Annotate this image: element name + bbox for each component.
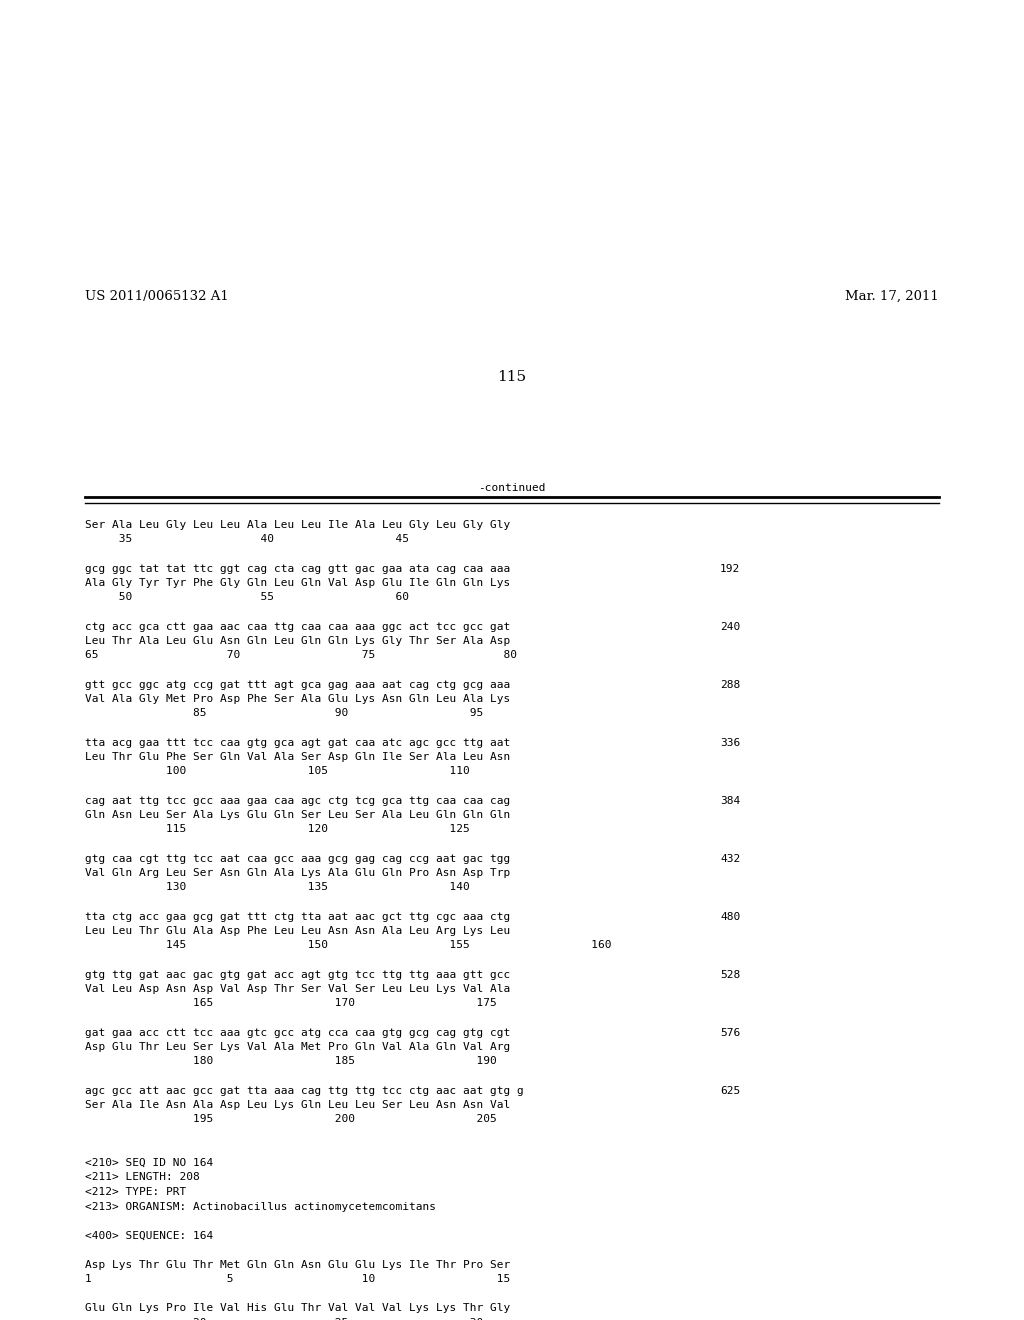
- Text: agc gcc att aac gcc gat tta aaa cag ttg ttg tcc ctg aac aat gtg g: agc gcc att aac gcc gat tta aaa cag ttg …: [85, 1085, 523, 1096]
- Text: Leu Thr Glu Phe Ser Gln Val Ala Ser Asp Gln Ile Ser Ala Leu Asn: Leu Thr Glu Phe Ser Gln Val Ala Ser Asp …: [85, 752, 510, 762]
- Text: gat gaa acc ctt tcc aaa gtc gcc atg cca caa gtg gcg cag gtg cgt: gat gaa acc ctt tcc aaa gtc gcc atg cca …: [85, 1027, 510, 1038]
- Text: 100                  105                  110: 100 105 110: [85, 767, 470, 776]
- Text: gcg ggc tat tat ttc ggt cag cta cag gtt gac gaa ata cag caa aaa: gcg ggc tat tat ttc ggt cag cta cag gtt …: [85, 564, 510, 573]
- Text: 130                  135                  140: 130 135 140: [85, 883, 470, 892]
- Text: 625: 625: [720, 1085, 740, 1096]
- Text: ctg acc gca ctt gaa aac caa ttg caa caa aaa ggc act tcc gcc gat: ctg acc gca ctt gaa aac caa ttg caa caa …: [85, 622, 510, 631]
- Text: Val Gln Arg Leu Ser Asn Gln Ala Lys Ala Glu Gln Pro Asn Asp Trp: Val Gln Arg Leu Ser Asn Gln Ala Lys Ala …: [85, 869, 510, 878]
- Text: gtg ttg gat aac gac gtg gat acc agt gtg tcc ttg ttg aaa gtt gcc: gtg ttg gat aac gac gtg gat acc agt gtg …: [85, 969, 510, 979]
- Text: 480: 480: [720, 912, 740, 921]
- Text: <213> ORGANISM: Actinobacillus actinomycetemcomitans: <213> ORGANISM: Actinobacillus actinomyc…: [85, 1201, 436, 1212]
- Text: gtg caa cgt ttg tcc aat caa gcc aaa gcg gag cag ccg aat gac tgg: gtg caa cgt ttg tcc aat caa gcc aaa gcg …: [85, 854, 510, 863]
- Text: Leu Thr Ala Leu Glu Asn Gln Leu Gln Gln Lys Gly Thr Ser Ala Asp: Leu Thr Ala Leu Glu Asn Gln Leu Gln Gln …: [85, 636, 510, 645]
- Text: -continued: -continued: [478, 483, 546, 492]
- Text: 180                  185                  190: 180 185 190: [85, 1056, 497, 1067]
- Text: Asp Lys Thr Glu Thr Met Gln Gln Asn Glu Glu Lys Ile Thr Pro Ser: Asp Lys Thr Glu Thr Met Gln Gln Asn Glu …: [85, 1259, 510, 1270]
- Text: Gln Asn Leu Ser Ala Lys Glu Gln Ser Leu Ser Ala Leu Gln Gln Gln: Gln Asn Leu Ser Ala Lys Glu Gln Ser Leu …: [85, 810, 510, 820]
- Text: tta acg gaa ttt tcc caa gtg gca agt gat caa atc agc gcc ttg aat: tta acg gaa ttt tcc caa gtg gca agt gat …: [85, 738, 510, 747]
- Text: 85                   90                  95: 85 90 95: [85, 709, 483, 718]
- Text: <210> SEQ ID NO 164: <210> SEQ ID NO 164: [85, 1158, 213, 1168]
- Text: 65                   70                  75                   80: 65 70 75 80: [85, 651, 517, 660]
- Text: cag aat ttg tcc gcc aaa gaa caa agc ctg tcg gca ttg caa caa cag: cag aat ttg tcc gcc aaa gaa caa agc ctg …: [85, 796, 510, 805]
- Text: 528: 528: [720, 969, 740, 979]
- Text: US 2011/0065132 A1: US 2011/0065132 A1: [85, 290, 228, 304]
- Text: Val Ala Gly Met Pro Asp Phe Ser Ala Glu Lys Asn Gln Leu Ala Lys: Val Ala Gly Met Pro Asp Phe Ser Ala Glu …: [85, 694, 510, 704]
- Text: Ser Ala Leu Gly Leu Leu Ala Leu Leu Ile Ala Leu Gly Leu Gly Gly: Ser Ala Leu Gly Leu Leu Ala Leu Leu Ile …: [85, 520, 510, 531]
- Text: 432: 432: [720, 854, 740, 863]
- Text: 384: 384: [720, 796, 740, 805]
- Text: Val Leu Asp Asn Asp Val Asp Thr Ser Val Ser Leu Leu Lys Val Ala: Val Leu Asp Asn Asp Val Asp Thr Ser Val …: [85, 983, 510, 994]
- Text: 20                   25                  30: 20 25 30: [85, 1317, 483, 1320]
- Text: <211> LENGTH: 208: <211> LENGTH: 208: [85, 1172, 200, 1183]
- Text: 288: 288: [720, 680, 740, 689]
- Text: 145                  150                  155                  160: 145 150 155 160: [85, 940, 611, 950]
- Text: 240: 240: [720, 622, 740, 631]
- Text: tta ctg acc gaa gcg gat ttt ctg tta aat aac gct ttg cgc aaa ctg: tta ctg acc gaa gcg gat ttt ctg tta aat …: [85, 912, 510, 921]
- Text: 192: 192: [720, 564, 740, 573]
- Text: 165                  170                  175: 165 170 175: [85, 998, 497, 1008]
- Text: Asp Glu Thr Leu Ser Lys Val Ala Met Pro Gln Val Ala Gln Val Arg: Asp Glu Thr Leu Ser Lys Val Ala Met Pro …: [85, 1041, 510, 1052]
- Text: 50                   55                  60: 50 55 60: [85, 593, 409, 602]
- Text: <400> SEQUENCE: 164: <400> SEQUENCE: 164: [85, 1230, 213, 1241]
- Text: 115: 115: [498, 370, 526, 384]
- Text: 336: 336: [720, 738, 740, 747]
- Text: Mar. 17, 2011: Mar. 17, 2011: [845, 290, 939, 304]
- Text: <212> TYPE: PRT: <212> TYPE: PRT: [85, 1187, 186, 1197]
- Text: Leu Leu Thr Glu Ala Asp Phe Leu Leu Asn Asn Ala Leu Arg Lys Leu: Leu Leu Thr Glu Ala Asp Phe Leu Leu Asn …: [85, 927, 510, 936]
- Text: 115                  120                  125: 115 120 125: [85, 825, 470, 834]
- Text: 35                   40                  45: 35 40 45: [85, 535, 409, 544]
- Text: Ser Ala Ile Asn Ala Asp Leu Lys Gln Leu Leu Ser Leu Asn Asn Val: Ser Ala Ile Asn Ala Asp Leu Lys Gln Leu …: [85, 1100, 510, 1110]
- Text: 195                  200                  205: 195 200 205: [85, 1114, 497, 1125]
- Text: gtt gcc ggc atg ccg gat ttt agt gca gag aaa aat cag ctg gcg aaa: gtt gcc ggc atg ccg gat ttt agt gca gag …: [85, 680, 510, 689]
- Text: Glu Gln Lys Pro Ile Val His Glu Thr Val Val Val Lys Lys Thr Gly: Glu Gln Lys Pro Ile Val His Glu Thr Val …: [85, 1303, 510, 1313]
- Text: 576: 576: [720, 1027, 740, 1038]
- Text: Ala Gly Tyr Tyr Phe Gly Gln Leu Gln Val Asp Glu Ile Gln Gln Lys: Ala Gly Tyr Tyr Phe Gly Gln Leu Gln Val …: [85, 578, 510, 587]
- Text: 1                    5                   10                  15: 1 5 10 15: [85, 1274, 510, 1284]
